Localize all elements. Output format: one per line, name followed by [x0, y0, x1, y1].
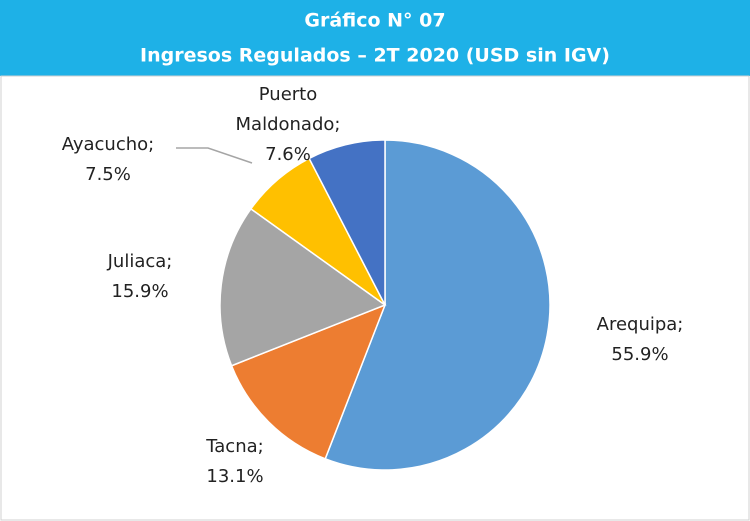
value-label: 7.5%: [85, 164, 131, 185]
value-label: 7.6%: [265, 144, 311, 165]
category-label: Arequipa;: [597, 314, 684, 335]
pie-slice: [308, 139, 386, 306]
value-label: 13.1%: [206, 466, 263, 487]
leader-line: [176, 147, 253, 164]
chart-subtitle: Ingresos Regulados – 2T 2020 (USD sin IG…: [140, 45, 610, 67]
pie-slice: [230, 303, 387, 460]
pie-slice: [324, 139, 551, 471]
category-label: Tacna;: [205, 436, 263, 457]
category-label: Ayacucho;: [62, 134, 154, 155]
pie-slice: [219, 207, 387, 367]
chart-title: Gráfico N° 07: [304, 10, 445, 32]
value-label: 55.9%: [611, 344, 668, 365]
category-label: Juliaca;: [107, 251, 173, 272]
header-band: [0, 0, 750, 76]
category-label: Puerto Maldonado;: [236, 84, 341, 135]
value-label: 15.9%: [111, 281, 168, 302]
